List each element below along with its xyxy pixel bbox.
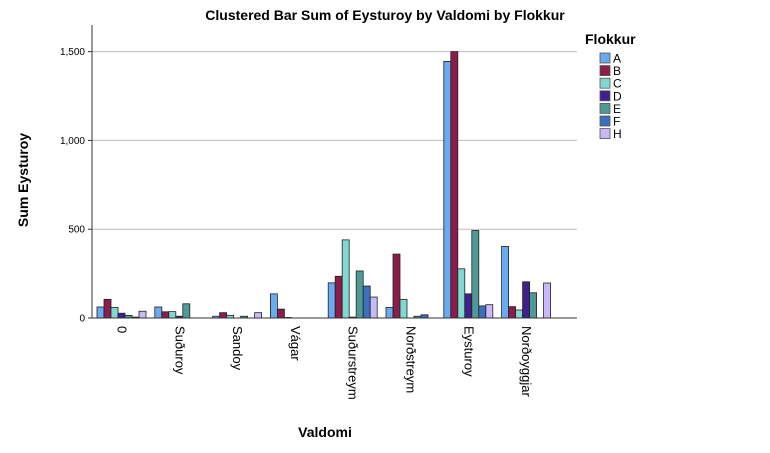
bar-C-4 (341, 239, 350, 319)
bar-C-7 (515, 309, 523, 319)
legend-label: D (613, 89, 622, 103)
bar-E-6 (471, 230, 480, 319)
x-category-label: Vágar (288, 326, 303, 361)
y-tick-label: 0 (79, 314, 85, 325)
legend-swatch-H (599, 128, 611, 140)
bar-B-0 (103, 298, 112, 319)
bar-D-7 (522, 281, 530, 319)
bar-H-2 (254, 312, 263, 319)
legend-label: A (613, 52, 621, 66)
bar-A-1 (154, 306, 163, 319)
y-tick-label: 1,000 (60, 136, 85, 147)
legend-label: F (613, 115, 620, 129)
bar-H-4 (369, 296, 378, 319)
bar-A-3 (269, 293, 278, 319)
bar-A-7 (501, 246, 510, 319)
legend-label: C (613, 77, 622, 91)
bar-A-5 (385, 306, 394, 319)
bar-B-2 (219, 312, 228, 319)
x-category-label: Norðoyggjar (519, 326, 534, 397)
bar-A-0 (96, 306, 105, 319)
bar-C-0 (110, 306, 119, 319)
x-category-label: Eysturoy (461, 326, 476, 377)
bar-B-6 (450, 51, 459, 319)
y-tick-label: 500 (68, 225, 85, 236)
legend-swatch-E (599, 103, 611, 114)
bar-E-4 (355, 270, 364, 319)
bar-H-7 (543, 282, 551, 319)
x-category-label: Suðurstreym (346, 326, 361, 400)
legend-swatch-D (599, 90, 611, 102)
bar-F-6 (478, 305, 487, 319)
x-category-label: 0 (115, 326, 130, 333)
y-axis-label: Sum Eysturoy (15, 133, 31, 227)
y-tick-label: 1,500 (60, 47, 85, 58)
legend-label: E (613, 102, 621, 116)
legend-label: H (613, 127, 622, 141)
bar-H-6 (485, 304, 494, 319)
legend-title: Flokkur (585, 31, 636, 47)
legend-swatch-C (599, 77, 611, 89)
x-category-label: Sandoy (230, 326, 245, 371)
legend-swatch-B (599, 65, 611, 76)
x-axis-label: Valdomi (298, 424, 352, 440)
bar-F-4 (362, 285, 371, 319)
bar-B-5 (392, 253, 401, 319)
chart-title: Clustered Bar Sum of Eysturoy by Valdomi… (205, 7, 565, 23)
x-category-label: Norðstreym (404, 326, 419, 393)
bar-E-1 (182, 303, 191, 319)
legend-swatch-F (599, 115, 611, 127)
bar-A-4 (327, 282, 336, 319)
bar-B-1 (161, 311, 170, 319)
bar-B-3 (276, 308, 285, 319)
x-category-label: Suðuroy (172, 326, 187, 375)
bar-B-7 (508, 306, 517, 319)
bar-C-5 (399, 298, 408, 319)
bar-D-6 (464, 293, 473, 319)
bar-E-7 (529, 292, 537, 319)
bar-D-0 (117, 312, 126, 319)
legend-swatch-A (599, 52, 611, 64)
bar-C-6 (457, 268, 466, 319)
bar-B-4 (334, 275, 343, 319)
legend-label: B (613, 64, 621, 78)
bar-H-0 (138, 310, 147, 319)
bar-A-6 (443, 61, 452, 319)
bar-C-1 (168, 311, 177, 319)
